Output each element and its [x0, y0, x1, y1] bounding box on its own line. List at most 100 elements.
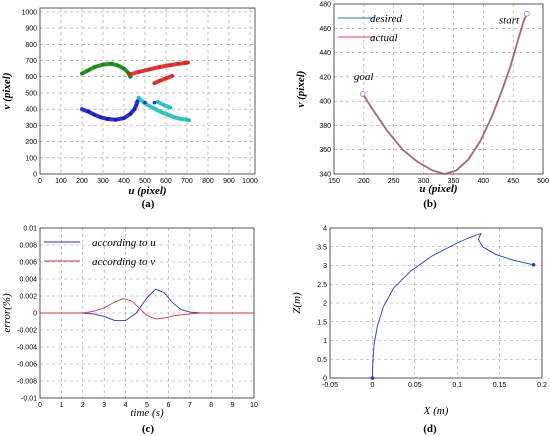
data-point [166, 113, 170, 117]
y-tick-label: 0 [33, 172, 37, 179]
y-axis-label: error(%) [1, 293, 13, 333]
legend-label: desired [370, 13, 402, 25]
x-tick-label: 6 [166, 402, 170, 409]
y-tick-label: 380 [319, 123, 331, 130]
data-point [168, 105, 172, 110]
data-point [176, 62, 181, 66]
y-tick-label: 340 [319, 172, 331, 179]
x-tick-label: 300 [97, 178, 109, 185]
data-point [168, 63, 172, 67]
data-point [160, 110, 164, 114]
panel-label: (a) [142, 198, 155, 210]
x-tick-label: 4 [124, 402, 128, 409]
data-point [105, 117, 109, 121]
data-point [122, 116, 126, 120]
y-tick-label: 4 [323, 226, 327, 233]
data-point [158, 65, 162, 69]
y-tick-label: 600 [25, 74, 37, 81]
x-tick-label: 100 [55, 178, 67, 185]
series-line [371, 232, 534, 379]
goal-annotation: goal [354, 71, 374, 83]
data-point [116, 63, 120, 67]
y-tick-label: 0.006 [19, 260, 37, 267]
x-tick-label: 500 [537, 178, 549, 185]
x-tick-label: -0.05 [322, 382, 338, 389]
data-point [158, 79, 162, 83]
panel-label: (d) [423, 423, 437, 435]
y-tick-label: -0.006 [17, 362, 37, 369]
y-tick-label: 400 [319, 99, 331, 106]
legend-label: according to u [92, 237, 156, 249]
data-point [128, 72, 132, 76]
y-tick-label: 0.004 [19, 277, 37, 284]
y-tick-label: 0.008 [19, 243, 37, 250]
plot-frame [329, 227, 543, 379]
x-tick-label: 9 [231, 402, 235, 409]
data-point [80, 71, 84, 76]
y-tick-label: 900 [25, 26, 37, 33]
y-tick-label: -0.01 [21, 396, 37, 403]
x-tick-label: 0.15 [493, 382, 507, 389]
y-tick-label: 400 [25, 107, 37, 114]
y-tick-label: 460 [319, 26, 331, 33]
data-point [132, 107, 137, 111]
x-tick-label: 0.05 [408, 382, 422, 389]
x-tick-label: 400 [118, 178, 130, 185]
plot-frame [333, 3, 544, 175]
y-tick-label: 0 [33, 311, 37, 318]
x-tick-label: 0 [38, 178, 42, 185]
data-point [86, 68, 90, 72]
x-tick-label: 450 [507, 178, 519, 185]
y-tick-label: 0.5 [317, 357, 327, 364]
y-tick-label: 3.5 [317, 244, 327, 251]
y-tick-label: -0.002 [17, 328, 37, 335]
endpoint-marker [143, 100, 147, 105]
data-point [187, 118, 191, 122]
data-point [172, 115, 176, 119]
x-tick-label: 0 [370, 382, 374, 389]
x-tick-label: 700 [181, 178, 193, 185]
data-point [179, 117, 183, 121]
y-tick-label: 1 [323, 338, 327, 345]
x-axis-label: time (s) [130, 407, 164, 419]
x-tick-label: 900 [223, 178, 235, 185]
data-point [113, 118, 118, 122]
data-point [186, 60, 190, 65]
data-point [99, 115, 103, 119]
y-tick-label: 500 [25, 90, 37, 97]
series-line [362, 13, 528, 175]
legend-label: according to v [92, 256, 155, 268]
x-tick-label: 5 [145, 402, 149, 409]
y-axis-label: Z(m) [291, 292, 303, 314]
x-tick-label: 0.2 [537, 382, 547, 389]
panel-label: (c) [142, 423, 155, 435]
x-tick-label: 500 [139, 178, 151, 185]
x-tick-label: 0 [38, 402, 42, 409]
data-point [147, 67, 151, 72]
y-tick-label: 100 [25, 155, 37, 162]
data-point [109, 62, 113, 66]
data-point [153, 107, 158, 111]
data-point [137, 70, 141, 74]
y-tick-label: 800 [25, 42, 37, 49]
data-point [155, 100, 160, 104]
x-axis-label: u (pixel) [128, 185, 166, 197]
x-tick-label: 3 [102, 402, 106, 409]
y-tick-label: 420 [319, 74, 331, 81]
data-point [164, 76, 168, 80]
y-tick-label: 200 [25, 139, 37, 146]
data-point [152, 81, 157, 85]
x-tick-label: 0.1 [452, 382, 462, 389]
y-tick-label: 0.01 [23, 226, 37, 233]
endpoint-marker [80, 107, 84, 111]
data-point [92, 65, 97, 69]
y-tick-label: 1000 [21, 9, 37, 16]
y-axis-label: v (pixel) [1, 73, 13, 110]
x-tick-label: 200 [358, 178, 370, 185]
x-tick-label: 1000 [242, 178, 258, 185]
x-tick-label: 7 [188, 402, 192, 409]
endpoint-marker [152, 100, 157, 105]
y-tick-label: 2 [323, 301, 327, 308]
legend-label: actual [370, 32, 398, 44]
